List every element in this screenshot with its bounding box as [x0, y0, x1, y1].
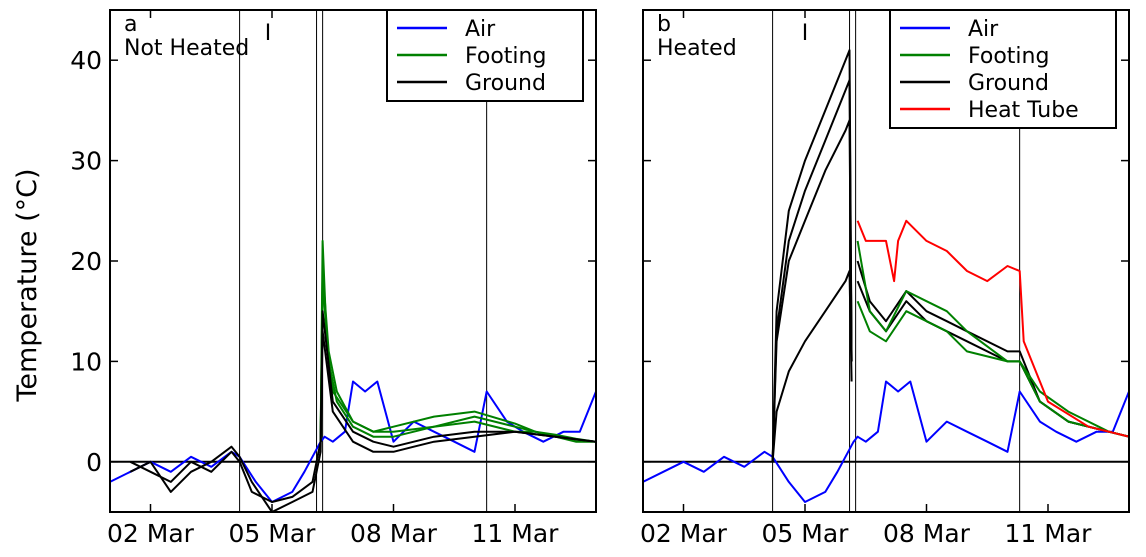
panel-a-legend-label-2: Ground	[465, 71, 546, 96]
panel-a-x-tick-label-0: 02 Mar	[107, 519, 195, 548]
panel-a-data	[110, 10, 596, 512]
panel-b-x-tick-label-3: 11 Mar	[1005, 519, 1093, 548]
panel-a-y-tick-label-0: 0	[86, 448, 102, 477]
panel-a-x-tick-label-2: 08 Mar	[350, 519, 438, 548]
panel-a-letter: a	[124, 12, 137, 37]
panel-a-x-tick-label-1: 05 Mar	[229, 519, 317, 548]
panel-b-x-tick-label-1: 05 Mar	[762, 519, 850, 548]
panel-b-legend-label-1: Footing	[968, 44, 1049, 69]
panel-b-title: Heated	[657, 36, 737, 61]
panel-b-series-footing-8	[856, 300, 1129, 438]
panel-a-y-tick-label-2: 20	[70, 247, 102, 276]
panel-a-title: Not Heated	[124, 36, 249, 61]
panel-b-legend-label-0: Air	[968, 17, 999, 42]
panel-b-legend-label-3: Heat Tube	[968, 98, 1079, 123]
panel-a-series-footing-1	[319, 239, 596, 443]
panel-b-x-tick-label-2: 08 Mar	[883, 519, 971, 548]
panel-b-legend-label-2: Ground	[968, 71, 1049, 96]
panel-a-x-tick-label-3: 11 Mar	[472, 519, 560, 548]
panel-a-series-footing-3	[319, 270, 596, 443]
panel-b-phase-label-0: I	[802, 21, 809, 46]
panel-a-y-tick-label-3: 30	[70, 147, 102, 176]
panel-b-series-ground-5	[856, 260, 1129, 438]
panel-a-series-footing-2	[319, 280, 596, 443]
panel-b-x-tick-label-0: 02 Mar	[640, 519, 728, 548]
panel-b-series-ground-3	[771, 119, 853, 462]
panel-b-letter: b	[657, 12, 671, 37]
panel-a-legend-label-0: Air	[465, 17, 496, 42]
panel-a-series-ground-5	[129, 330, 596, 512]
panel-b-series-footing-7	[856, 240, 1129, 438]
panel-b-series-ground-2	[771, 79, 853, 462]
panel-b-series-ground-4	[771, 270, 853, 462]
panel-a-phase-label-0: I	[265, 21, 272, 46]
panel-b-series-heat-tube-9	[856, 219, 1129, 438]
panel-a-series-ground-4	[129, 310, 596, 503]
panel-b-series-air-0	[643, 380, 1129, 503]
panel-a-y-tick-label-1: 10	[70, 347, 102, 376]
panel-a-y-tick-label-4: 40	[70, 46, 102, 75]
panel-b-series-ground-1	[771, 49, 853, 462]
panel-b-data	[643, 10, 1129, 512]
panel-a-legend-label-1: Footing	[465, 44, 546, 69]
y-axis-label: Temperature (°C)	[12, 168, 43, 402]
